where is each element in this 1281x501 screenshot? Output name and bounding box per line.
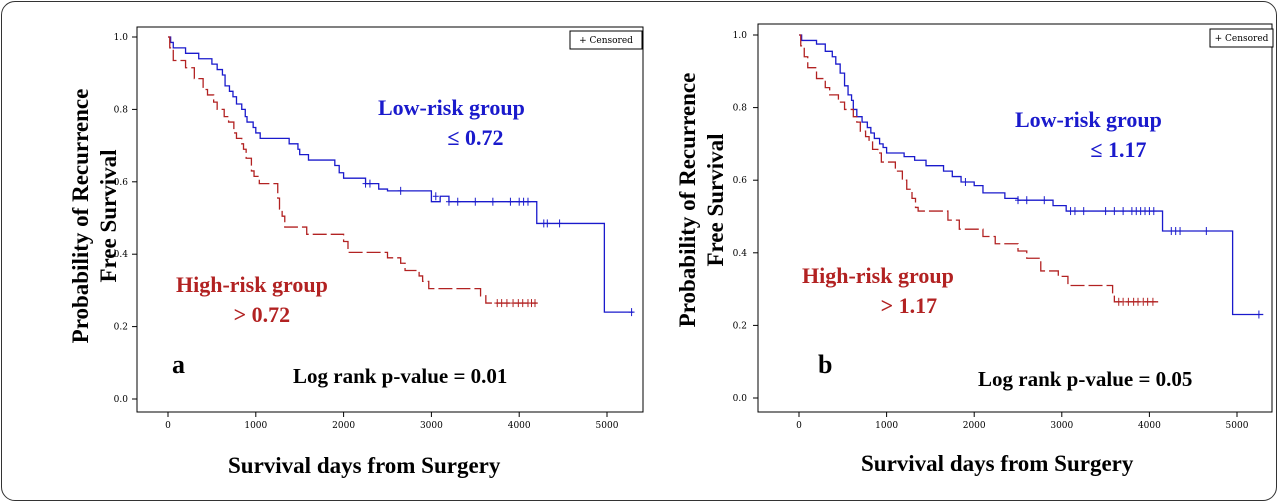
censored-mark — [1023, 196, 1030, 205]
x-tick-label: 3000 — [1050, 421, 1073, 431]
censored-mark — [432, 192, 439, 201]
y-tick-label: 0.8 — [114, 105, 129, 115]
y-tick-label: 1.0 — [114, 33, 129, 43]
censored-mark — [1071, 207, 1078, 216]
legend-box — [569, 30, 643, 50]
y-tick-label: 0.6 — [733, 176, 748, 186]
low-risk-survival-curve — [168, 36, 634, 313]
log-rank-pvalue: Log rank p-value = 0.05 — [978, 367, 1193, 391]
high-risk-group-label: High-risk group > 1.17 — [802, 263, 954, 318]
x-axis-label: Survival days from Surgery — [861, 451, 1134, 476]
censored-mark — [454, 197, 461, 206]
y-tick-label: 0.8 — [733, 104, 748, 114]
plot-area-border — [757, 23, 1273, 413]
low-risk-group-label: Low-risk group ≤ 1.17 — [1015, 107, 1162, 162]
y-tick-label: 0.6 — [114, 178, 129, 188]
censored-mark — [445, 197, 452, 206]
x-tick-label: 2000 — [332, 421, 355, 431]
censored-mark — [1102, 207, 1109, 216]
censored-mark — [1125, 297, 1132, 306]
x-tick-label: 5000 — [1226, 421, 1249, 431]
censored-mark — [1203, 227, 1210, 236]
censored-mark — [510, 299, 517, 308]
x-axis-label: Survival days from Surgery — [228, 453, 501, 478]
x-tick-label: 5000 — [596, 421, 619, 431]
y-tick-label: 1.0 — [733, 31, 748, 41]
x-tick-label: 3000 — [420, 421, 443, 431]
censored-mark — [524, 197, 531, 206]
censored-mark — [1149, 297, 1156, 306]
panel-b: Probability of Recurrence Free Survival … — [640, 0, 1281, 480]
censored-mark — [962, 178, 969, 187]
censored-mark — [1150, 207, 1157, 216]
x-tick-label: 0 — [796, 421, 802, 431]
x-tick-label: 0 — [165, 421, 171, 431]
censored-mark — [1135, 297, 1142, 306]
legend-box — [1209, 28, 1274, 48]
legend-censored: + Censored — [579, 36, 633, 46]
censored-mark — [532, 299, 539, 308]
km-plot-b: 0.0 0.2 0.4 0.6 0.8 1.0 0 1000 2000 3000 4000 5000 +… — [733, 23, 1274, 431]
censored-mark — [507, 197, 514, 206]
censored-mark — [1111, 207, 1118, 216]
censored-mark — [628, 308, 635, 317]
censored-mark — [519, 299, 526, 308]
censored-mark — [498, 299, 505, 308]
censored-mark — [1144, 297, 1151, 306]
x-tick-label: 2000 — [963, 421, 986, 431]
x-tick-label: 1000 — [875, 421, 898, 431]
high-risk-survival-curve — [168, 36, 537, 304]
y-tick-label: 0.0 — [114, 395, 129, 405]
y-tick-label: 0.0 — [733, 394, 748, 404]
plot-area-border — [136, 26, 644, 413]
high-risk-group-label: High-risk group > 0.72 — [176, 272, 328, 327]
censored-mark — [489, 197, 496, 206]
km-plot-a: 0.0 0.2 0.4 0.6 0.8 1.0 0 1000 2000 3000 4000 5000 +… — [114, 26, 644, 431]
y-tick-label: 0.4 — [114, 250, 129, 260]
y-tick-label: 0.2 — [733, 321, 747, 331]
y-tick-label: 0.2 — [114, 323, 128, 333]
censored-mark — [1177, 227, 1184, 236]
censored-mark — [397, 186, 404, 195]
panel-letter: b — [818, 350, 833, 379]
censored-mark — [366, 179, 373, 188]
legend-censored: + Censored — [1215, 34, 1269, 44]
high-risk-survival-curve — [799, 34, 1159, 303]
low-risk-survival-curve — [799, 34, 1264, 316]
panel-a: Probability of Recurrence Free Survival … — [0, 0, 644, 480]
censored-mark — [544, 219, 551, 228]
x-tick-label: 4000 — [1138, 421, 1161, 431]
censored-mark — [472, 197, 479, 206]
x-tick-label: 1000 — [244, 421, 267, 431]
censored-mark — [1015, 196, 1021, 205]
censored-mark — [1041, 196, 1048, 205]
log-rank-pvalue: Log rank p-value = 0.01 — [293, 364, 508, 388]
censored-mark — [1120, 297, 1127, 306]
x-tick-label: 4000 — [508, 421, 531, 431]
censored-mark — [1080, 207, 1087, 216]
panel-letter: a — [172, 350, 185, 379]
censored-mark — [1120, 207, 1127, 216]
censored-mark — [503, 299, 510, 308]
censored-mark — [1255, 310, 1262, 319]
censored-mark — [556, 219, 563, 228]
low-risk-group-label: Low-risk group ≤ 0.72 — [378, 95, 525, 150]
y-tick-label: 0.4 — [733, 249, 748, 259]
